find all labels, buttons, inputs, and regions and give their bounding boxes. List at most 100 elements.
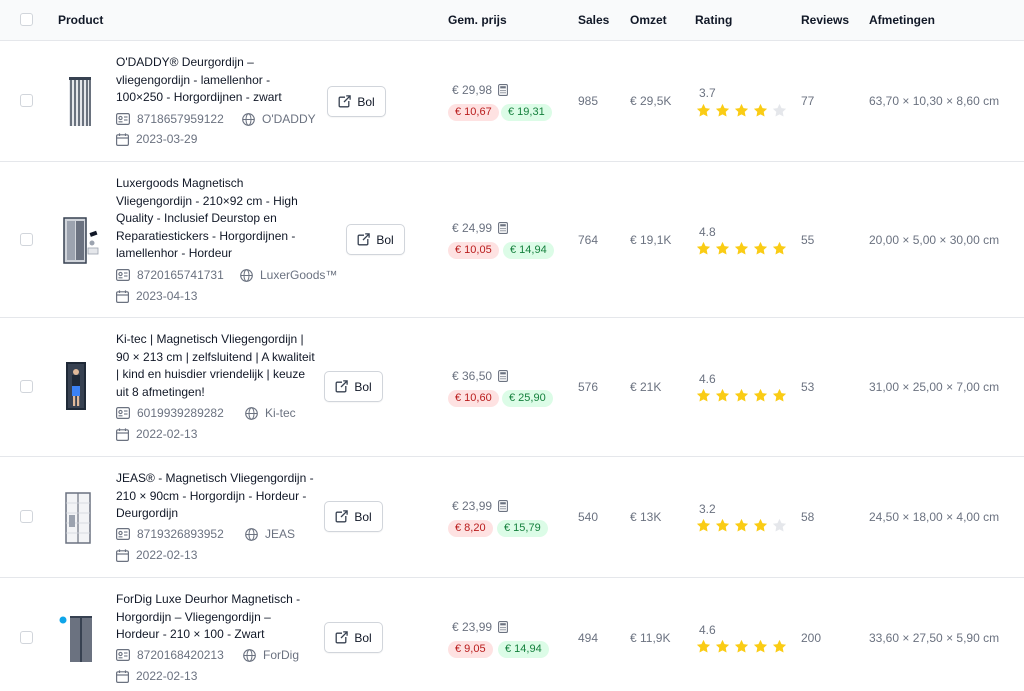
avg-price: € 23,99 (452, 499, 508, 513)
row-checkbox[interactable] (20, 631, 33, 644)
external-link-icon (335, 631, 349, 644)
star-empty-icon (772, 518, 787, 532)
open-bol-button[interactable]: Bol (324, 501, 383, 532)
mesh-door-curtain-image (65, 492, 91, 544)
brand-name[interactable]: ForDig (263, 648, 300, 662)
avg-price: € 29,98 (452, 83, 508, 97)
globe-icon (243, 648, 256, 662)
listing-date: 2023-04-13 (136, 289, 198, 303)
ean-code: 8718657959122 (137, 112, 224, 126)
calendar-icon (116, 427, 129, 441)
dark-strip-door-curtain-image (69, 77, 91, 126)
revenue-value: € 29,5K (630, 94, 672, 108)
calculator-icon[interactable] (498, 370, 508, 382)
avg-price: € 24,99 (452, 221, 508, 235)
open-bol-button[interactable]: Bol (324, 371, 383, 402)
bol-button-label: Bol (354, 379, 372, 394)
star-filled-icon (734, 518, 749, 532)
star-filled-icon (772, 388, 787, 402)
product-title[interactable]: Ki-tec | Magnetisch Vliegengordijn | 90 … (116, 332, 315, 399)
globe-icon (240, 268, 253, 282)
calculator-icon[interactable] (498, 84, 508, 96)
star-filled-icon (715, 518, 730, 532)
open-bol-button[interactable]: Bol (346, 224, 405, 255)
date-field: 2022-02-13 (116, 427, 197, 441)
calendar-icon (116, 548, 129, 562)
price-value: € 23,99 (452, 499, 493, 513)
ean-code: 8720165741731 (137, 268, 224, 282)
column-product[interactable]: Product (58, 13, 104, 27)
avg-price: € 23,99 (452, 620, 508, 634)
cost-badge: € 8,20 (448, 520, 493, 537)
external-link-icon (335, 380, 349, 393)
revenue-value: € 21K (630, 380, 662, 394)
table-row: JEAS® - Magnetisch Vliegengordijn - 210 … (0, 457, 1024, 578)
id-card-icon (116, 269, 130, 281)
brand-field: Ki-tec (245, 406, 296, 420)
rating-value: 4.6 (699, 623, 716, 637)
star-filled-icon (753, 388, 768, 402)
product-thumbnail (56, 487, 104, 547)
column-avg-price[interactable]: Gem. prijs (448, 13, 507, 27)
table-row: Luxergoods Magnetisch Vliegengordijn - 2… (0, 162, 1024, 318)
price-value: € 24,99 (452, 221, 493, 235)
open-bol-button[interactable]: Bol (327, 86, 386, 117)
sales-value: 985 (578, 94, 599, 108)
ean-code: 8719326893952 (137, 527, 224, 541)
brand-field: O'DADDY (242, 112, 316, 126)
dimensions-value: 20,00 × 5,00 × 30,00 cm (869, 233, 1000, 247)
margin-badge: € 14,94 (503, 242, 554, 259)
date-field: 2023-04-13 (116, 289, 197, 303)
column-reviews[interactable]: Reviews (801, 13, 850, 27)
star-filled-icon (715, 103, 730, 117)
brand-name[interactable]: LuxerGoods™ (260, 268, 338, 282)
ean-field: 6019939289282 (116, 406, 224, 420)
brand-name[interactable]: JEAS (265, 527, 296, 541)
row-checkbox[interactable] (20, 510, 33, 523)
row-checkbox[interactable] (20, 94, 33, 107)
globe-icon (245, 406, 258, 420)
column-sales[interactable]: Sales (578, 13, 610, 27)
external-link-icon (338, 95, 352, 108)
product-title[interactable]: O'DADDY® Deurgordijn – vliegengordijn - … (116, 55, 282, 105)
cost-badge: € 9,05 (448, 641, 493, 658)
product-title[interactable]: Luxergoods Magnetisch Vliegengordijn - 2… (116, 176, 298, 261)
brand-name[interactable]: O'DADDY (262, 112, 316, 126)
listing-date: 2023-03-29 (136, 132, 198, 146)
calculator-icon[interactable] (498, 222, 508, 234)
brand-name[interactable]: Ki-tec (265, 406, 296, 420)
reviews-value: 77 (801, 94, 815, 108)
calculator-icon[interactable] (498, 500, 508, 512)
column-dimensions[interactable]: Afmetingen (869, 13, 935, 27)
star-rating (696, 388, 791, 403)
row-checkbox[interactable] (20, 233, 33, 246)
calculator-icon[interactable] (498, 621, 508, 633)
bol-button-label: Bol (376, 232, 394, 247)
cost-badge: € 10,05 (448, 242, 499, 259)
margin-badge: € 19,31 (501, 104, 552, 121)
id-card-icon (116, 407, 130, 419)
reviews-value: 200 (801, 631, 822, 645)
ean-field: 8718657959122 (116, 112, 224, 126)
product-thumbnail (56, 210, 104, 270)
product-thumbnail (56, 356, 104, 416)
dimensions-value: 33,60 × 27,50 × 5,90 cm (869, 631, 1000, 645)
star-filled-icon (696, 639, 711, 653)
product-title[interactable]: JEAS® - Magnetisch Vliegengordijn - 210 … (116, 471, 314, 521)
rating-value: 4.8 (699, 225, 716, 239)
star-filled-icon (696, 103, 711, 117)
product-title[interactable]: ForDig Luxe Deurhor Magnetisch - Horgord… (116, 592, 301, 642)
bol-button-label: Bol (357, 94, 375, 109)
star-filled-icon (696, 241, 711, 255)
price-value: € 23,99 (452, 620, 493, 634)
star-filled-icon (753, 639, 768, 653)
margin-badge: € 15,79 (497, 520, 548, 537)
star-filled-icon (772, 639, 787, 653)
sales-value: 540 (578, 510, 599, 524)
select-all-checkbox[interactable] (20, 13, 33, 26)
row-checkbox[interactable] (20, 380, 33, 393)
column-rating[interactable]: Rating (695, 13, 733, 27)
column-revenue[interactable]: Omzet (630, 13, 667, 27)
open-bol-button[interactable]: Bol (324, 622, 383, 653)
external-link-icon (357, 233, 371, 246)
